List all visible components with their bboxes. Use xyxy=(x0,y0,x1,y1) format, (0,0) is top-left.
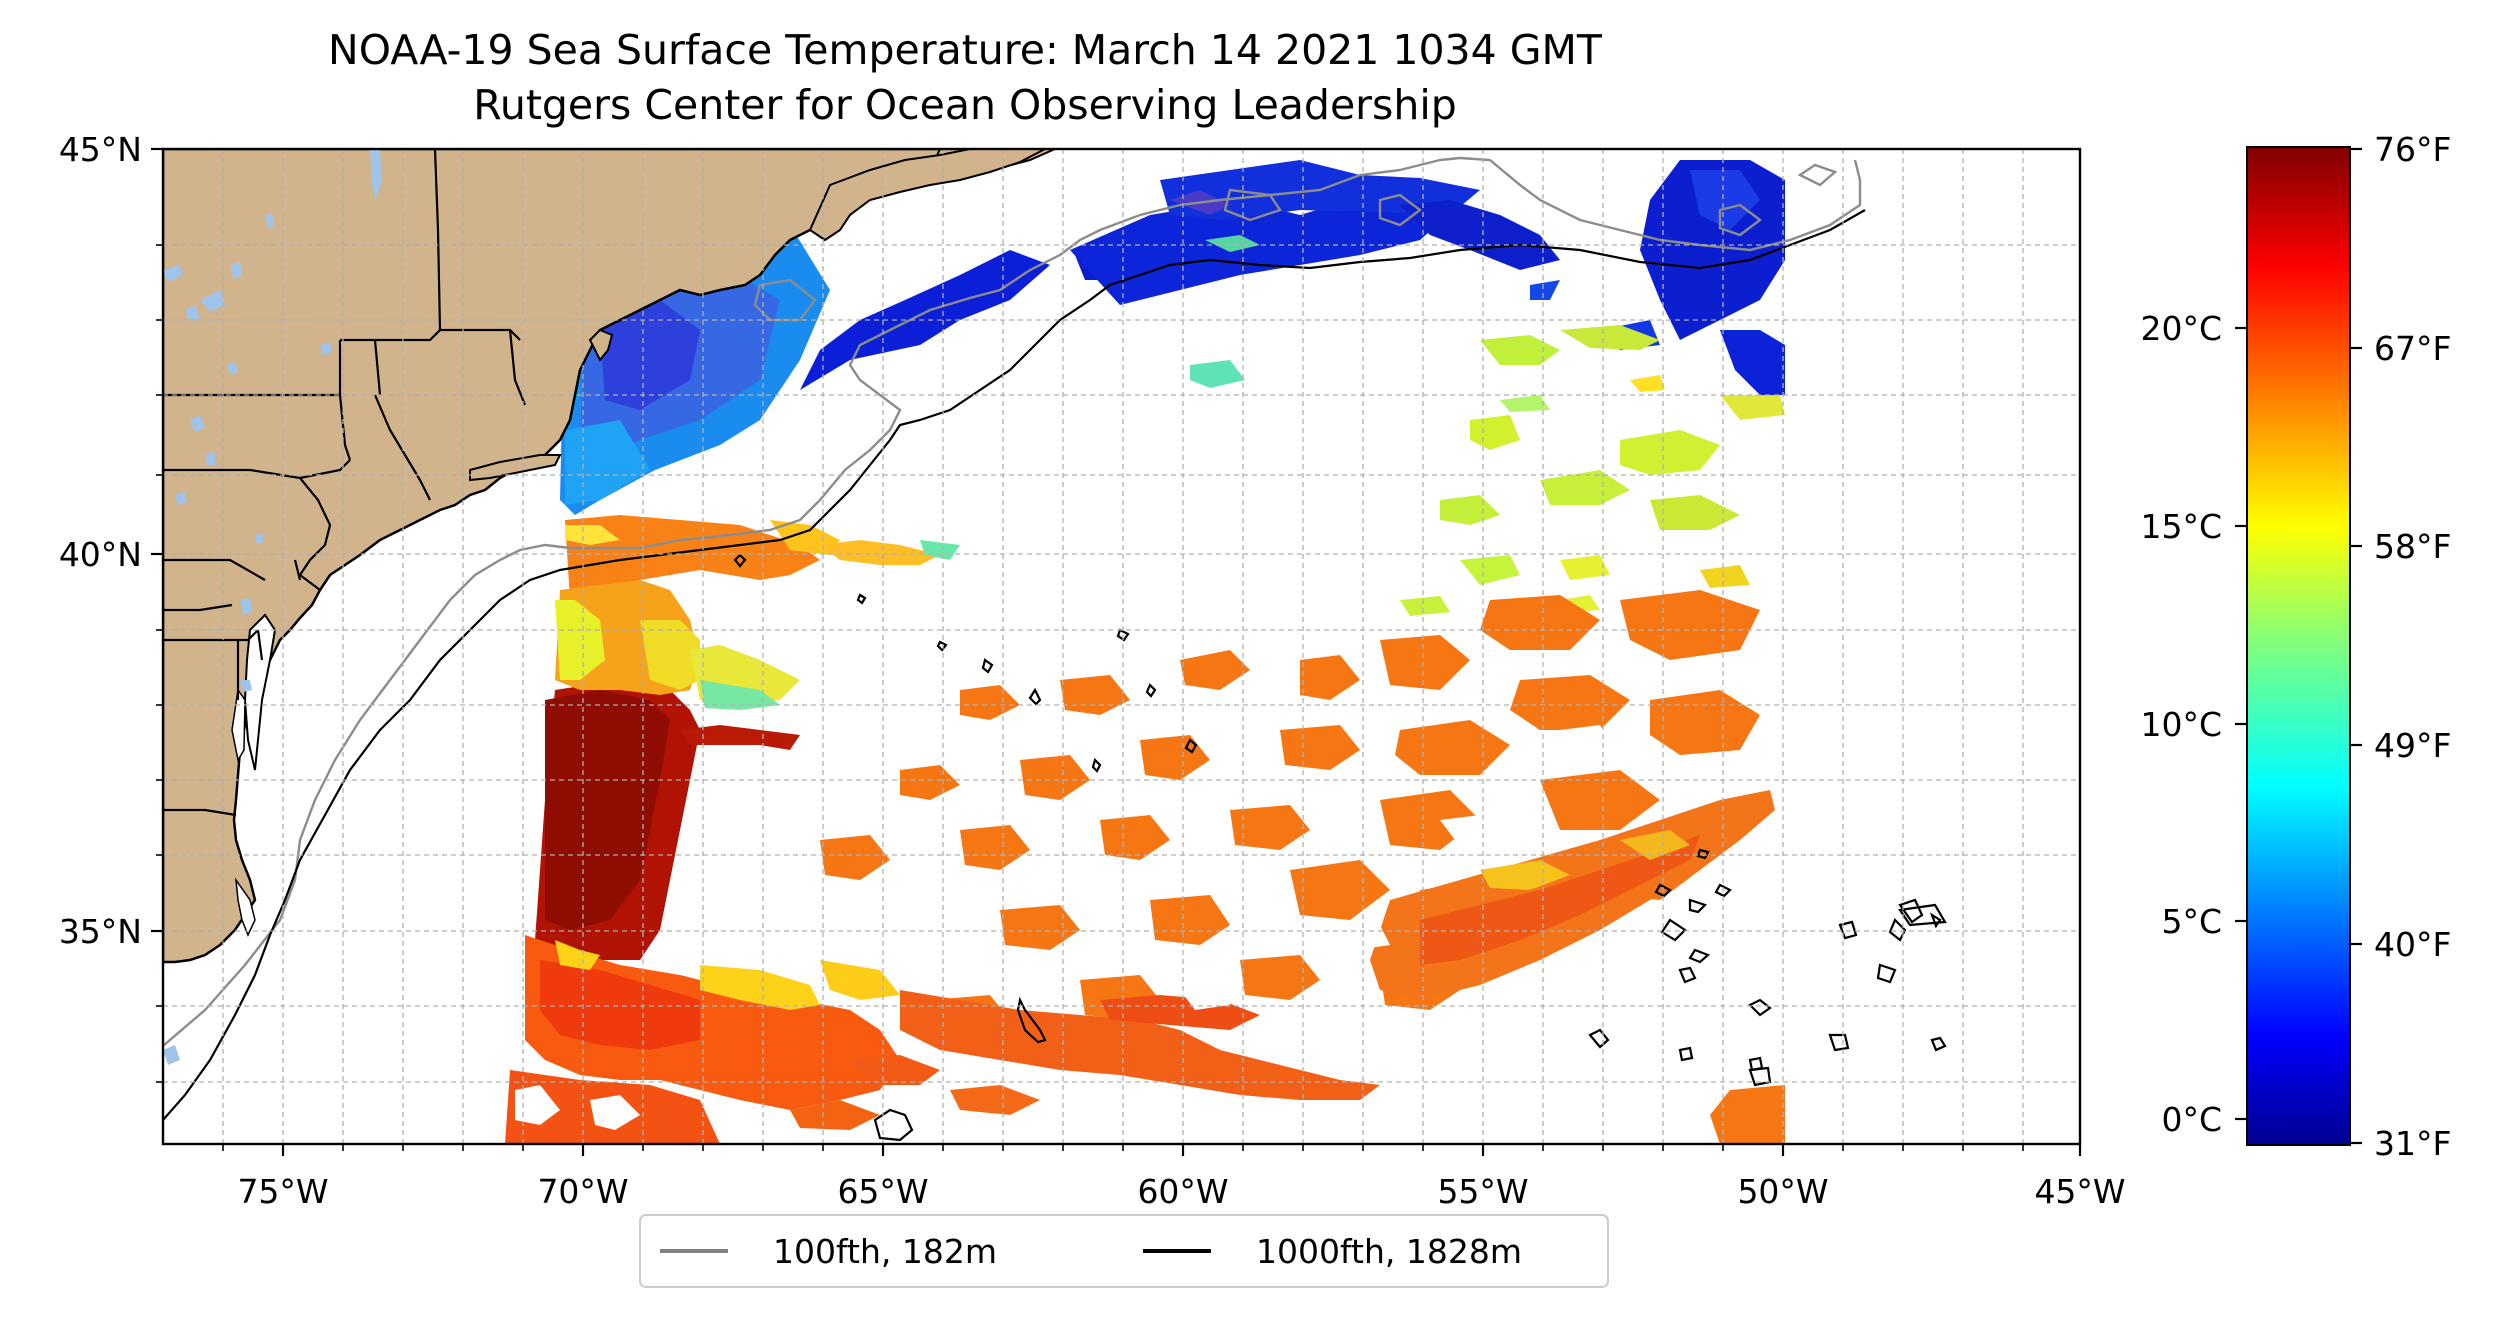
lon-tick-label: 45°W xyxy=(2034,1172,2125,1211)
map-grid xyxy=(163,149,2080,1144)
major-ticks xyxy=(151,147,2082,1156)
celsius-tick-label: 10°C xyxy=(2140,705,2222,744)
lon-tick-label: 70°W xyxy=(537,1172,628,1211)
colorbar-gradient xyxy=(2247,147,2350,1145)
celsius-tick-label: 0°C xyxy=(2161,1100,2222,1139)
legend: 100fth, 182m 1000fth, 1828m xyxy=(639,1214,1609,1288)
map-area xyxy=(163,149,2080,1144)
fahrenheit-tick-label: 58°F xyxy=(2374,527,2451,566)
fahrenheit-tick-label: 31°F xyxy=(2374,1124,2451,1163)
celsius-tick-label: 20°C xyxy=(2140,309,2222,348)
map-subtitle: Rutgers Center for Ocean Observing Leade… xyxy=(473,81,1457,129)
fahrenheit-tick-label: 76°F xyxy=(2374,130,2451,169)
sst-imagery xyxy=(505,160,1785,1144)
lon-tick-label: 75°W xyxy=(237,1172,328,1211)
celsius-tick-label: 5°C xyxy=(2161,902,2222,941)
colorbar: 0°C 5°C 10°C 15°C 20°C 31°F 40°F 49°F 58… xyxy=(2140,130,2451,1163)
lat-tick-labels: 35°N 40°N 45°N xyxy=(59,130,142,951)
lon-tick-label: 50°W xyxy=(1737,1172,1828,1211)
lon-tick-label: 60°W xyxy=(1137,1172,1228,1211)
lat-tick-label: 45°N xyxy=(59,130,142,169)
legend-label-100fth: 100fth, 182m xyxy=(773,1232,997,1271)
lon-tick-label: 55°W xyxy=(1437,1172,1528,1211)
fahrenheit-tick-label: 40°F xyxy=(2374,925,2451,964)
fahrenheit-tick-label: 67°F xyxy=(2374,329,2451,368)
celsius-tick-label: 15°C xyxy=(2140,507,2222,546)
colorbar-frame xyxy=(2246,146,2351,1146)
map-frame xyxy=(161,147,2082,1146)
lon-tick-labels: 75°W 70°W 65°W 60°W 55°W 50°W 45°W xyxy=(237,1172,2125,1211)
minor-ticks xyxy=(156,244,2024,1151)
legend-label-1000fth: 1000fth, 1828m xyxy=(1256,1232,1522,1271)
lat-tick-label: 40°N xyxy=(59,535,142,574)
map-title: NOAA-19 Sea Surface Temperature: March 1… xyxy=(328,26,1602,74)
lat-tick-label: 35°N xyxy=(59,912,142,951)
contour-1000fth xyxy=(163,209,1947,1142)
legend-box xyxy=(639,1214,1609,1288)
lon-tick-label: 65°W xyxy=(837,1172,928,1211)
fahrenheit-tick-label: 49°F xyxy=(2374,726,2451,765)
